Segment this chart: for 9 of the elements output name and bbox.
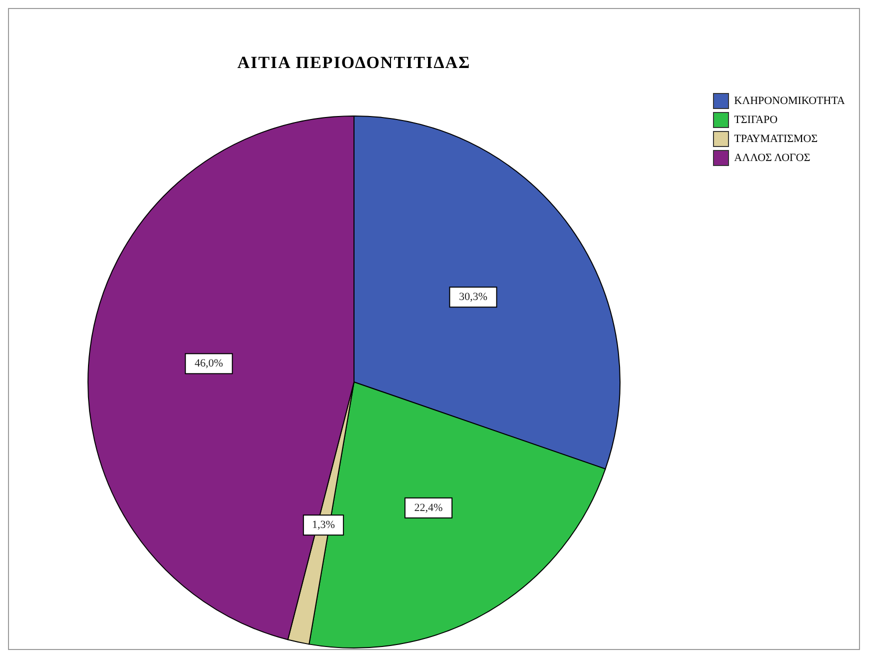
legend-label: ΤΡΑΥΜΑΤΙΣΜΟΣ xyxy=(734,133,818,145)
legend-label: ΑΛΛΟΣ ΛΟΓΟΣ xyxy=(734,152,810,164)
data-label: 46,0% xyxy=(194,358,224,370)
data-label: 30,3% xyxy=(458,291,488,304)
legend-label: ΤΣΙΓΑΡΟ xyxy=(734,114,778,126)
chart-title: ΑΙΤΙΑ ΠΕΡΙΟΔΟΝΤΙΤΙΔΑΣ xyxy=(236,53,472,73)
data-label: 22,4% xyxy=(414,502,443,514)
legend-label: ΚΛΗΡΟΝΟΜΙΚΟΤΗΤΑ xyxy=(734,95,845,107)
data-label: 1,3% xyxy=(312,519,335,532)
